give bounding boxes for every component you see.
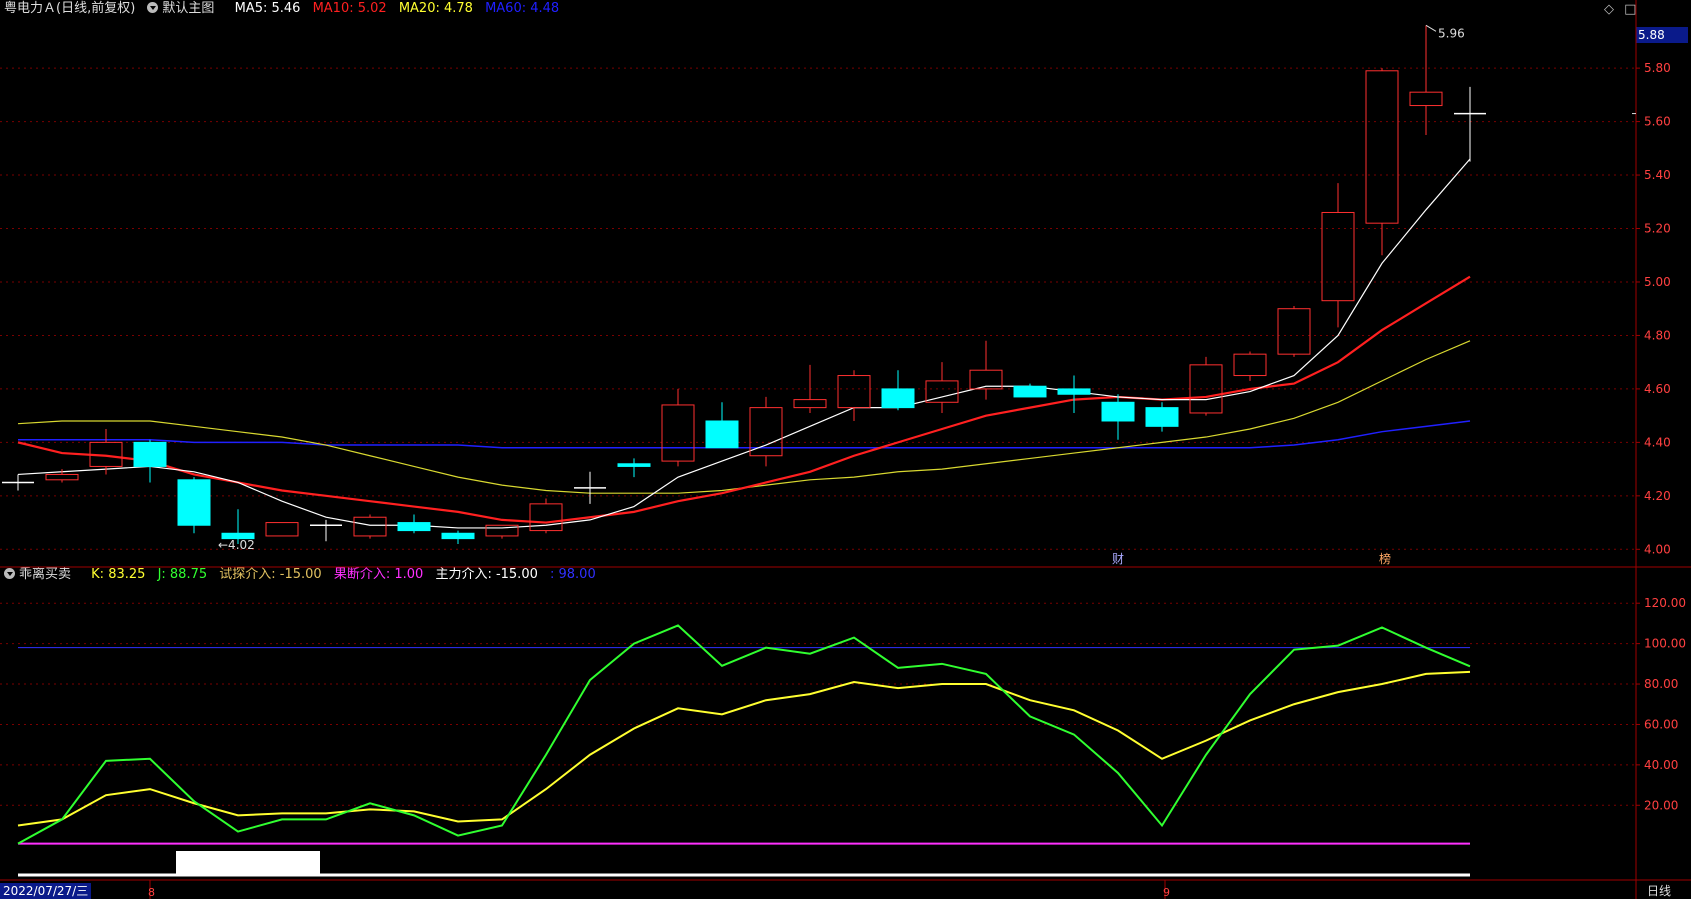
- candle-body: [1277, 308, 1311, 355]
- candle-body: [89, 441, 123, 467]
- price-tick-label: 4.20: [1644, 489, 1671, 503]
- candle-body: [265, 522, 299, 537]
- ma10-line: [17, 275, 1471, 524]
- event-marker-finance: 财: [1112, 552, 1124, 566]
- indicator-tick-label: 100.00: [1644, 637, 1686, 651]
- price-tick-label: 4.80: [1644, 328, 1671, 342]
- main-chart-header: 粤电力Ａ(日线,前复权) 默认主图 MA5: 5.46 MA10: 5.02 M…: [4, 0, 567, 18]
- candle-body: [177, 479, 211, 526]
- low-annotation: ←4.02: [218, 538, 255, 552]
- period-label[interactable]: 日线: [1647, 884, 1672, 898]
- candle-body: [353, 516, 387, 537]
- indicator-name: 乖离买卖: [19, 567, 72, 582]
- indicator-tick-label: 80.00: [1644, 677, 1678, 691]
- candle-body: [617, 463, 651, 467]
- candle-body: [485, 524, 519, 537]
- candle-body: [1409, 91, 1443, 107]
- ma60-line: [18, 420, 1471, 449]
- series-j-line: [17, 624, 1471, 845]
- decisive-entry-label: 果断介入: 1.00: [333, 567, 424, 582]
- indicator-tick-label: 120.00: [1644, 596, 1686, 610]
- window-controls: ◇ □: [1604, 2, 1636, 17]
- candle-body: [133, 441, 167, 467]
- k-label: K: 83.25: [91, 567, 146, 582]
- candle-body: [397, 522, 431, 532]
- candle-body: [837, 375, 871, 409]
- month-marker: 8: [148, 886, 155, 899]
- candle-body: [705, 420, 739, 449]
- ma10-label: MA10: 5.02: [312, 1, 387, 16]
- candle-body: [1057, 388, 1091, 395]
- indicator-tick-label: 20.00: [1644, 798, 1678, 812]
- candle-body: [881, 388, 915, 409]
- main-chart-selector[interactable]: 默认主图: [147, 1, 222, 16]
- indicator-selector[interactable]: 乖离买卖: [4, 567, 79, 582]
- candle-body: [1101, 401, 1135, 422]
- maximize-icon[interactable]: □: [1624, 2, 1637, 17]
- price-tick-label: 5.60: [1644, 115, 1671, 129]
- candle-body: [1365, 70, 1399, 224]
- stock-title[interactable]: 粤电力Ａ(日线,前复权): [4, 1, 136, 16]
- candle-body: [1145, 407, 1179, 427]
- main-chart-label: 默认主图: [162, 1, 215, 16]
- candle-body: [749, 407, 783, 457]
- trial-entry-label: 试探介入: -15.00: [219, 567, 322, 582]
- candle-body: [1189, 364, 1223, 414]
- candle-body: [45, 473, 79, 481]
- signal-block: [176, 851, 320, 875]
- candle-body: [441, 532, 475, 540]
- indicator-tick-label: 60.00: [1644, 717, 1678, 731]
- candle-body: [1233, 353, 1267, 377]
- price-tick-label: 5.80: [1644, 61, 1671, 75]
- diamond-icon[interactable]: ◇: [1604, 2, 1614, 17]
- month-marker: 9: [1163, 886, 1170, 899]
- candle-body: [221, 532, 255, 540]
- ma20-label: MA20: 4.78: [398, 1, 473, 16]
- candle-body: [1321, 211, 1355, 302]
- event-marker-list: 榜: [1379, 551, 1391, 566]
- dropdown-icon[interactable]: [4, 568, 15, 579]
- j-label: J: 88.75: [157, 567, 208, 582]
- price-tick-label: 4.60: [1644, 382, 1671, 396]
- candle-body: [969, 369, 1003, 390]
- series-k-line: [17, 670, 1471, 827]
- price-tick-label: 5.40: [1644, 168, 1671, 182]
- high-arrow: [1425, 24, 1437, 32]
- dropdown-icon[interactable]: [147, 2, 159, 13]
- price-tick-label: 5.00: [1644, 275, 1671, 289]
- high-annotation: 5.96: [1438, 26, 1465, 40]
- candle-body: [661, 404, 695, 462]
- candle-body: [1013, 385, 1047, 398]
- date-label: 2022/07/27/三: [0, 883, 92, 899]
- ma60-label: MA60: 4.48: [485, 1, 560, 16]
- price-tick-label: 4.00: [1644, 542, 1671, 556]
- extra-line-label: : 98.00: [550, 567, 596, 582]
- current-price-label: 5.88: [1636, 27, 1688, 43]
- main-entry-label: 主力介入: -15.00: [435, 567, 538, 582]
- candle-body: [793, 399, 827, 409]
- ma5-line: [17, 158, 1471, 529]
- ma20-line: [17, 340, 1471, 494]
- indicator-header: 乖离买卖 K: 83.25 J: 88.75 试探介入: -15.00 果断介入…: [4, 566, 604, 584]
- price-tick-label: 5.20: [1644, 222, 1671, 236]
- indicator-tick-label: 40.00: [1644, 758, 1678, 772]
- ma5-label: MA5: 5.46: [234, 1, 301, 16]
- candle-body: [925, 380, 959, 403]
- price-tick-label: 4.40: [1644, 435, 1671, 449]
- candle-body: [529, 503, 563, 532]
